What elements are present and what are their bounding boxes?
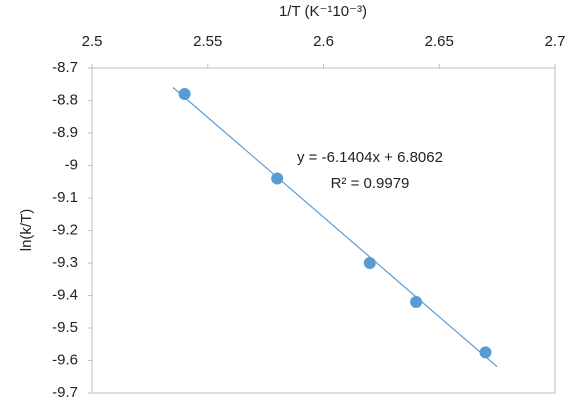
data-point bbox=[271, 172, 284, 185]
data-point bbox=[479, 346, 492, 359]
y-axis-title: ln(k/T) bbox=[18, 209, 35, 252]
y-tick-label: -8.7 bbox=[52, 59, 78, 76]
y-tick-label: -9.3 bbox=[52, 254, 78, 271]
r-squared: R² = 0.9979 bbox=[331, 175, 410, 192]
data-point bbox=[363, 257, 376, 269]
data-point bbox=[410, 296, 423, 308]
y-tick-label: -9.6 bbox=[52, 351, 78, 368]
x-tick-label: 2.55 bbox=[193, 33, 222, 50]
y-tick-label: -9.7 bbox=[52, 384, 78, 401]
y-tick-label: -9.2 bbox=[52, 221, 78, 238]
x-tick-label: 2.5 bbox=[82, 33, 103, 50]
y-tick-label: -8.8 bbox=[52, 91, 78, 108]
y-tick-label: -9.1 bbox=[52, 189, 78, 206]
y-tick-label: -9 bbox=[65, 156, 78, 173]
x-axis-title: 1/T (K⁻¹10⁻³) bbox=[279, 3, 367, 20]
x-tick-label: 2.6 bbox=[313, 33, 334, 50]
x-tick-label: 2.65 bbox=[425, 33, 454, 50]
trendline bbox=[172, 87, 498, 368]
x-tick-label: 2.7 bbox=[545, 33, 566, 50]
y-tick-label: -9.4 bbox=[52, 286, 78, 303]
y-tick-label: -9.5 bbox=[52, 319, 78, 336]
equation: y = -6.1404x + 6.8062 bbox=[297, 149, 443, 166]
y-tick-label: -8.9 bbox=[52, 124, 78, 141]
data-point bbox=[178, 88, 191, 100]
